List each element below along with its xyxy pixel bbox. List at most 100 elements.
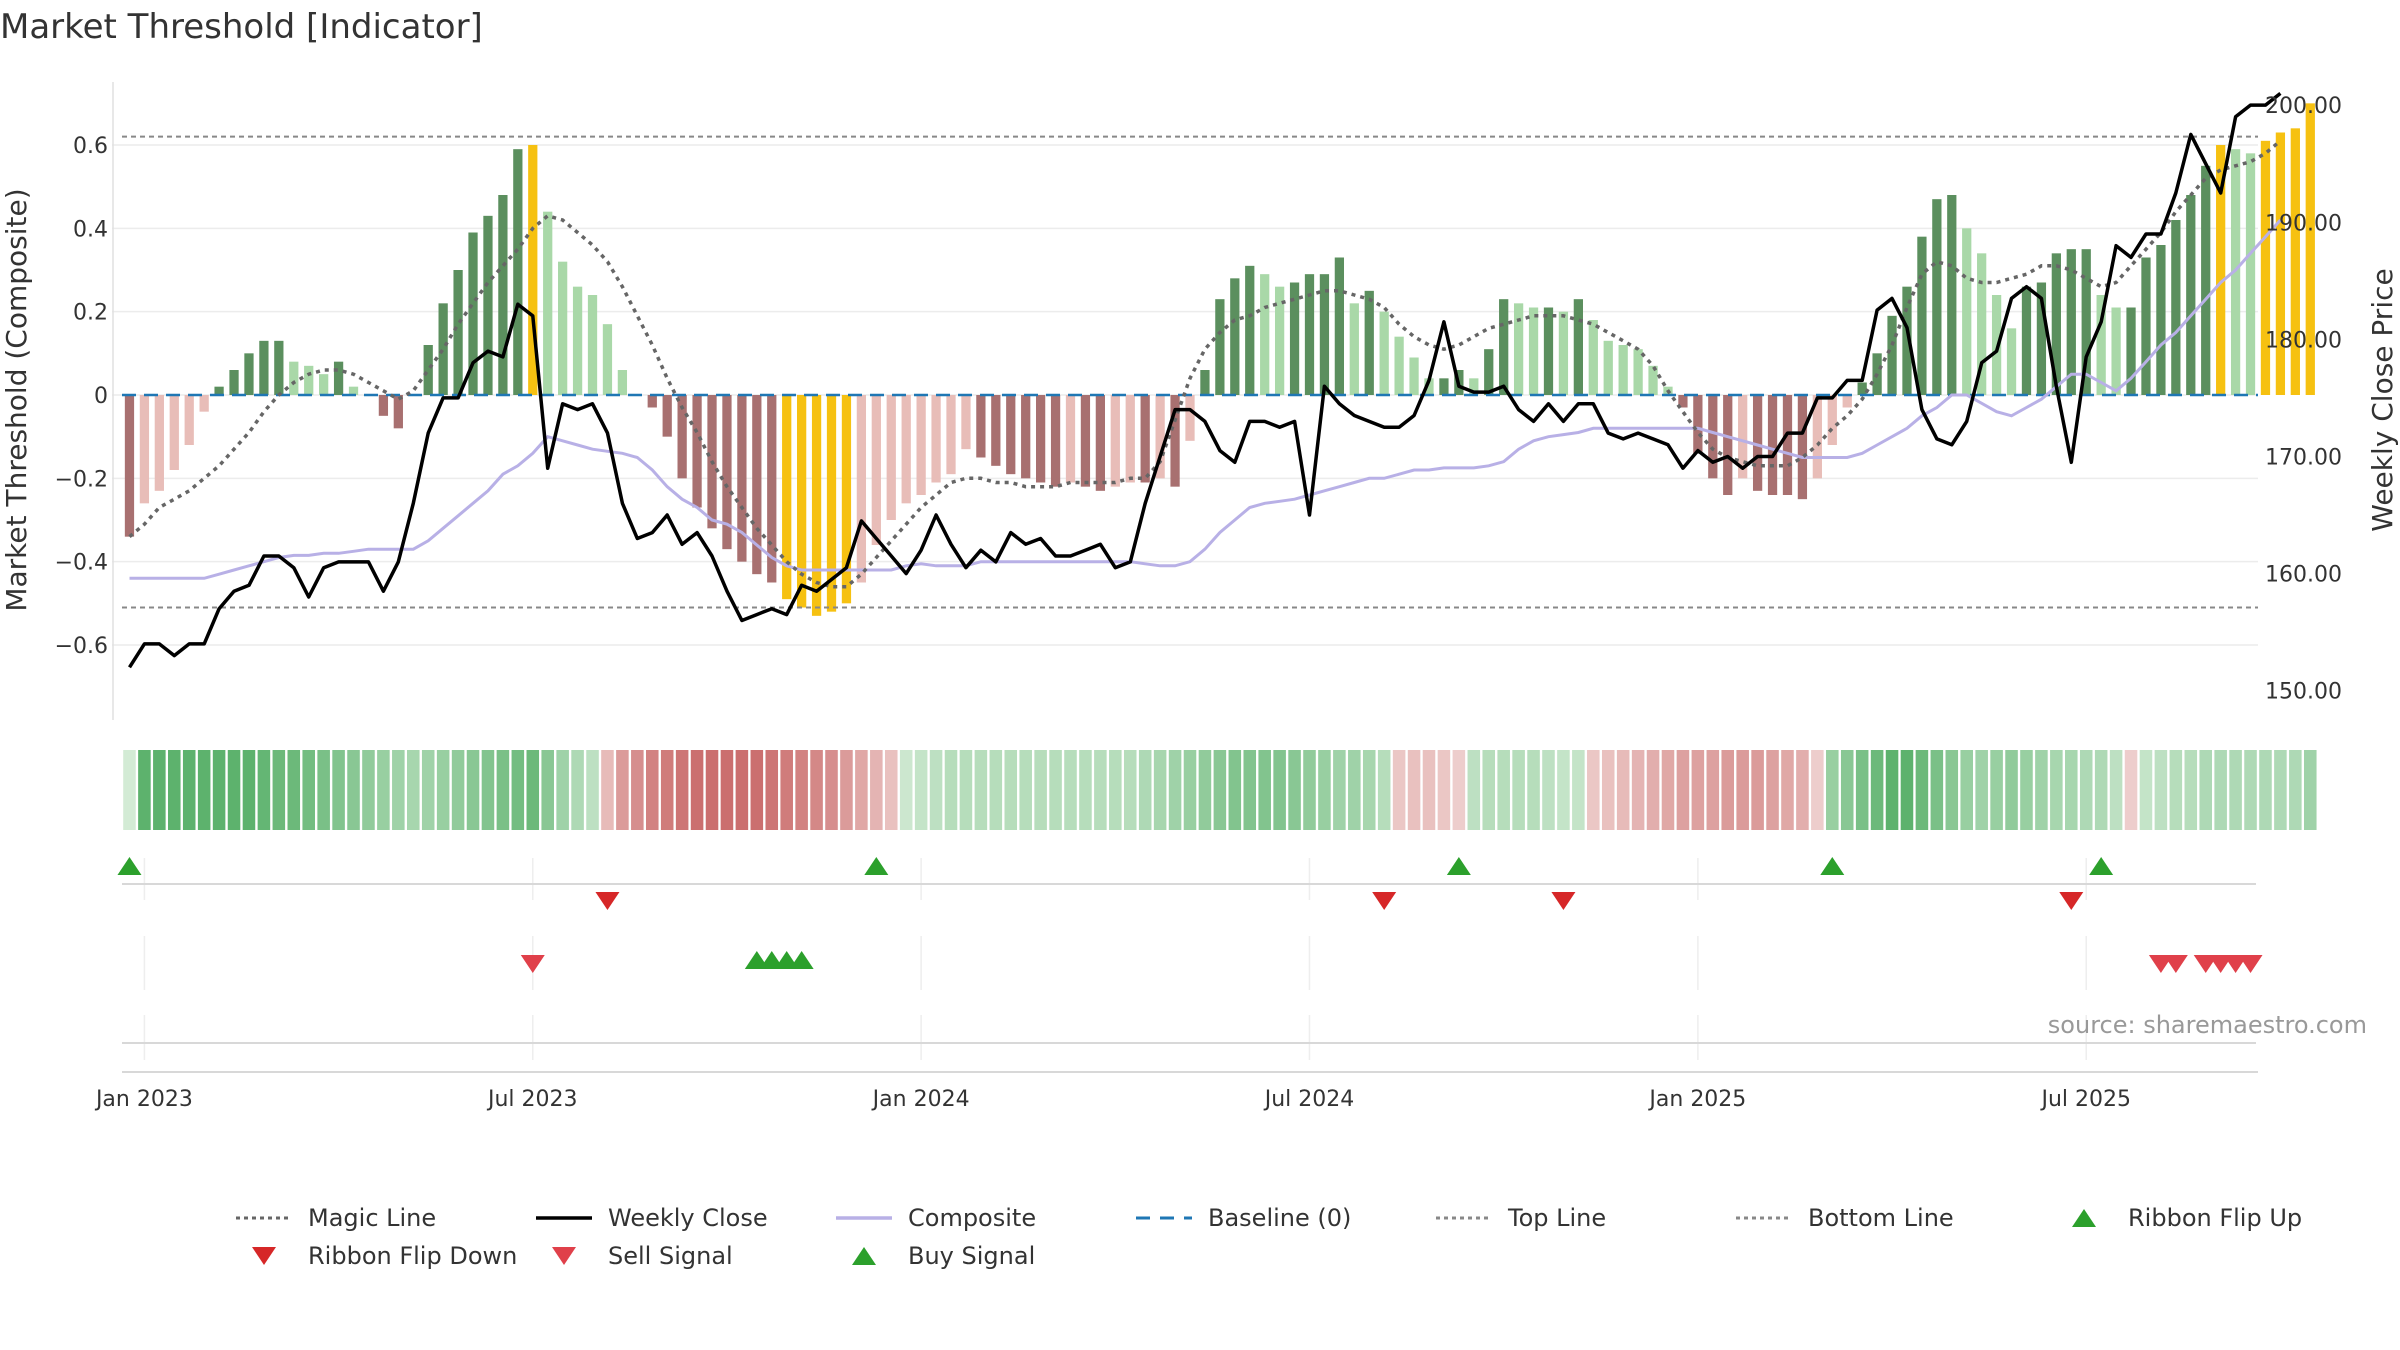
ribbon-cell	[197, 750, 211, 830]
ribbon-cell	[2199, 750, 2212, 830]
composite-bar	[1738, 395, 1748, 479]
ribbon-cell	[899, 750, 913, 830]
ribbon-cell	[1467, 750, 1481, 830]
ribbon-cell	[705, 750, 719, 830]
composite-bar	[214, 386, 224, 395]
ribbon-cell	[496, 750, 510, 830]
ribbon-cell	[2154, 750, 2168, 830]
composite-bar	[1065, 395, 1076, 483]
ribbon-cell	[765, 750, 779, 830]
ribbon-cell	[1542, 750, 1555, 830]
ribbon-cell	[1975, 750, 1988, 830]
composite-bar	[2111, 307, 2121, 395]
ribbon-cell	[1557, 750, 1570, 830]
composite-bar	[184, 395, 194, 445]
ribbon-cell	[451, 750, 465, 830]
composite-bar	[1887, 315, 1897, 395]
composite-bar	[1573, 299, 1583, 395]
ribbon-cell	[974, 750, 988, 830]
x-tick-label: Jul 2024	[1263, 1087, 1355, 1112]
ribbon-cell	[944, 750, 958, 830]
composite-bar	[931, 395, 941, 483]
x-axis-ticks: Jan 2023 Jul 2023 Jan 2024 Jul 2024 Jan 2025…	[94, 1087, 2131, 1112]
composite-bar	[1528, 307, 1539, 395]
composite-bar	[2156, 245, 2166, 395]
ribbon-cell	[1572, 750, 1585, 830]
x-tick-label: Jan 2023	[94, 1087, 193, 1112]
ribbon-cell	[1362, 750, 1376, 830]
composite-bar	[2096, 295, 2106, 395]
legend-label: Ribbon Flip Up	[2128, 1204, 2302, 1232]
composite-bar	[1842, 395, 1852, 408]
y2-tick-label: 150.00	[2265, 680, 2342, 705]
ribbon-cell	[989, 750, 1003, 830]
composite-bar	[1977, 253, 1987, 395]
composite-bar	[856, 395, 867, 583]
ribbon-flip-up-marker	[1446, 857, 1471, 875]
ribbon-cell	[735, 750, 749, 830]
composite-bar	[2275, 132, 2286, 395]
ribbon-cell	[511, 750, 525, 830]
composite-bar	[886, 395, 896, 520]
ribbon-cell	[332, 750, 345, 830]
composite-bar	[259, 340, 269, 395]
composite-bar	[1812, 395, 1822, 479]
ribbon-cell	[586, 750, 599, 830]
composite-bar	[647, 395, 657, 408]
composite-bar	[1484, 349, 1494, 395]
ribbon-cell	[436, 750, 450, 830]
composite-bar	[528, 145, 538, 395]
composite-bar	[1274, 286, 1285, 395]
composite-bar	[2171, 220, 2181, 395]
ribbon-cell	[1601, 750, 1615, 830]
composite-bar	[1050, 395, 1061, 487]
composite-bar	[393, 395, 403, 429]
ribbon-cell	[855, 750, 868, 830]
composite-bar	[1603, 340, 1613, 395]
composite-bar	[2201, 165, 2211, 395]
ribbon-cell	[631, 750, 644, 830]
composite-bar	[752, 395, 762, 575]
composite-bar	[1723, 395, 1733, 495]
ribbon-cell	[1840, 750, 1854, 830]
ribbon-cell	[1407, 750, 1421, 830]
ribbon-cell	[2109, 750, 2123, 830]
ribbon-cell	[1034, 750, 1047, 830]
composite-bar	[1409, 357, 1419, 395]
ribbon-cell	[1527, 750, 1540, 830]
composite-bar	[1035, 395, 1046, 483]
x-tick-label: Jul 2023	[486, 1087, 578, 1112]
ribbon-cell	[2274, 750, 2287, 830]
ribbon-cell	[1198, 750, 1212, 830]
composite-bar	[169, 395, 179, 470]
ribbon-cell	[1437, 750, 1451, 830]
composite-bar	[991, 395, 1001, 466]
ribbon-cell	[2169, 750, 2183, 830]
ribbon-flip-up-marker	[1820, 857, 1845, 875]
composite-bar	[1095, 395, 1106, 491]
ribbon-cell	[1213, 750, 1227, 830]
composite-bar	[558, 261, 568, 395]
x-tick-label: Jan 2025	[1647, 1087, 1746, 1112]
composite-bar	[513, 149, 523, 395]
legend-label: Bottom Line	[1808, 1204, 1954, 1232]
y-axis-title: Market Threshold (Composite)	[0, 188, 33, 611]
ribbon-flip-down-marker	[1372, 892, 1397, 910]
y2-tick-label: 170.00	[2265, 445, 2342, 470]
ribbon-cell	[1721, 750, 1735, 830]
legend-label: Composite	[908, 1204, 1036, 1232]
legend-label: Ribbon Flip Down	[308, 1242, 517, 1270]
composite-bar	[2141, 257, 2151, 395]
ribbon-cell	[1631, 750, 1645, 830]
ribbon-cell	[1885, 750, 1899, 830]
chart-title: Market Threshold [Indicator]	[0, 7, 483, 47]
composite-bar	[1767, 395, 1778, 495]
ribbon-cell	[1123, 750, 1137, 830]
ribbon-cell	[2289, 750, 2302, 830]
ribbon-cell	[302, 750, 315, 830]
ribbon-cell	[1960, 750, 1974, 830]
ribbon-cell	[795, 750, 808, 830]
ribbon-cell	[317, 750, 330, 830]
composite-bar	[1185, 395, 1195, 441]
